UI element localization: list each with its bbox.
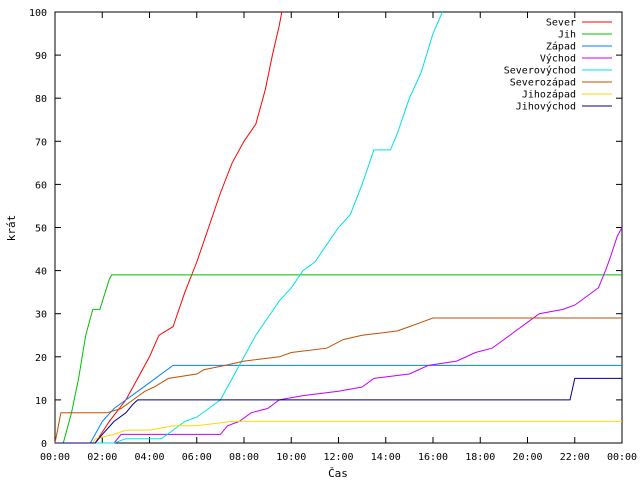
legend-label-jih: Jih bbox=[558, 30, 576, 41]
y-tick-label: 30 bbox=[35, 310, 47, 321]
y-tick-label: 0 bbox=[41, 439, 47, 450]
x-tick-label: 02:00 bbox=[87, 452, 117, 463]
x-tick-label: 06:00 bbox=[182, 452, 212, 463]
series-line-jih bbox=[55, 274, 622, 444]
y-tick-label: 80 bbox=[35, 94, 47, 105]
x-tick-label: 04:00 bbox=[134, 452, 164, 463]
legend-label-severovychod: Severovýchod bbox=[504, 65, 576, 77]
legend-label-vychod: Východ bbox=[540, 53, 576, 65]
legend-label-jihovychod: Jihovýchod bbox=[516, 101, 576, 113]
x-tick-label: 14:00 bbox=[371, 452, 401, 463]
series-line-severovychod bbox=[55, 11, 443, 444]
series-lines bbox=[54, 11, 623, 444]
series-line-zapad bbox=[55, 364, 622, 444]
y-tick-label: 20 bbox=[35, 353, 47, 364]
series-line-jihozapad bbox=[55, 420, 622, 444]
x-axis-title: Čas bbox=[328, 467, 348, 480]
x-tick-label: 08:00 bbox=[229, 452, 259, 463]
legend-label-sever: Sever bbox=[546, 18, 576, 29]
y-tick-label: 70 bbox=[35, 137, 47, 148]
x-tick-label: 20:00 bbox=[512, 452, 542, 463]
legend-label-zapad: Západ bbox=[546, 41, 576, 53]
y-tick-label: 40 bbox=[35, 267, 47, 278]
y-axis-ticks: 0 10 20 30 40 50 60 70 80 90 100 bbox=[29, 8, 622, 450]
y-tick-label: 50 bbox=[35, 224, 47, 235]
legend-label-jihozapad: Jihozápad bbox=[522, 89, 576, 101]
series-line-vychod bbox=[55, 227, 623, 444]
x-tick-label: 00:00 bbox=[607, 452, 637, 463]
x-tick-label: 18:00 bbox=[465, 452, 495, 463]
x-tick-label: 00:00 bbox=[40, 452, 70, 463]
y-tick-label: 100 bbox=[29, 8, 47, 19]
x-tick-label: 22:00 bbox=[560, 452, 590, 463]
y-axis-title: krát bbox=[5, 215, 18, 242]
y-tick-label: 10 bbox=[35, 396, 47, 407]
legend: SeverJihZápadVýchodSeverovýchodSeverozáp… bbox=[504, 18, 612, 113]
y-tick-label: 90 bbox=[35, 51, 47, 62]
x-axis-ticks: 00:00 02:00 04:00 06:00 08:00 10:00 12:00 14:00… bbox=[40, 12, 637, 463]
series-line-jihovychod bbox=[55, 377, 622, 444]
x-tick-label: 12:00 bbox=[323, 452, 353, 463]
legend-label-severozapad: Severozápad bbox=[510, 77, 576, 89]
y-tick-label: 60 bbox=[35, 180, 47, 191]
x-tick-label: 10:00 bbox=[276, 452, 306, 463]
series-line-severozapad bbox=[54, 317, 622, 444]
x-tick-label: 16:00 bbox=[418, 452, 448, 463]
